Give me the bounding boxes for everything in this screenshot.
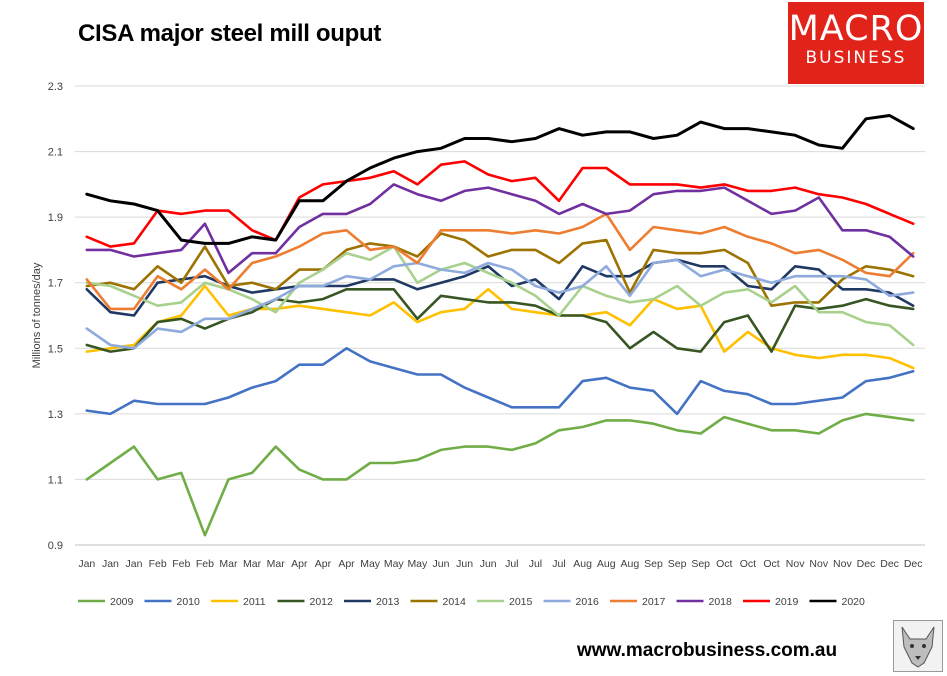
- series-line-2020: [85, 114, 915, 245]
- series-line-2011: [85, 284, 915, 370]
- series-line-2012: [85, 287, 915, 353]
- website-url[interactable]: www.macrobusiness.com.au: [577, 640, 838, 661]
- legend-label-2014: 2014: [443, 596, 467, 608]
- y-tick-label: 2.3: [48, 81, 63, 93]
- x-tick-label: Jul: [552, 558, 565, 570]
- x-tick-label: Sep: [691, 558, 710, 570]
- x-tick-label: May: [384, 558, 405, 570]
- x-tick-label: Jan: [126, 558, 143, 570]
- y-tick-label: 1.3: [48, 409, 63, 421]
- logo-line2: BUSINESS: [805, 48, 907, 68]
- wolf-icon: [893, 620, 943, 672]
- x-tick-label: Mar: [243, 558, 262, 570]
- x-tick-label: Sep: [668, 558, 687, 570]
- y-tick-label: 1.7: [48, 278, 63, 290]
- logo-line1: MACRO: [788, 9, 924, 49]
- x-tick-label: Nov: [786, 558, 805, 570]
- x-tick-label: Oct: [716, 558, 732, 570]
- x-tick-label: Mar: [267, 558, 286, 570]
- legend-label-2010: 2010: [177, 596, 201, 608]
- y-tick-label: 2.1: [48, 147, 63, 159]
- legend-label-2011: 2011: [243, 596, 266, 608]
- legend-label-2015: 2015: [509, 596, 533, 608]
- x-tick-label: Mar: [219, 558, 238, 570]
- x-tick-label: Dec: [857, 558, 876, 570]
- x-tick-label: Aug: [573, 558, 592, 570]
- chart-title: CISA major steel mill ouput: [78, 20, 382, 47]
- x-tick-label: Jan: [102, 558, 119, 570]
- x-tick-label: May: [407, 558, 428, 570]
- x-tick-label: Jan: [78, 558, 95, 570]
- legend-label-2009: 2009: [110, 596, 134, 608]
- x-tick-label: Apr: [338, 558, 355, 570]
- x-tick-label: Dec: [904, 558, 923, 570]
- series-line-2010: [85, 346, 915, 416]
- x-tick-label: Apr: [315, 558, 332, 570]
- series-line-2015: [85, 245, 915, 347]
- legend-label-2016: 2016: [576, 596, 600, 608]
- x-tick-label: Sep: [644, 558, 663, 570]
- x-tick-label: Aug: [597, 558, 616, 570]
- x-tick-label: Aug: [621, 558, 640, 570]
- x-tick-label: Nov: [833, 558, 852, 570]
- x-tick-label: Jun: [456, 558, 473, 570]
- y-tick-label: 0.9: [48, 540, 63, 552]
- legend-label-2013: 2013: [376, 596, 400, 608]
- x-tick-label: Oct: [763, 558, 779, 570]
- x-tick-label: Feb: [196, 558, 214, 570]
- series-line-2017: [85, 212, 915, 311]
- y-axis-label: Millions of tonnes/day: [31, 262, 43, 368]
- legend-label-2017: 2017: [642, 596, 666, 608]
- series-line-2013: [85, 258, 915, 317]
- legend-label-2020: 2020: [842, 596, 866, 608]
- y-tick-label: 1.1: [48, 474, 63, 486]
- x-tick-label: Jun: [480, 558, 497, 570]
- x-tick-label: Jul: [529, 558, 542, 570]
- x-tick-label: Oct: [740, 558, 756, 570]
- series-line-2009: [85, 412, 915, 537]
- series-line-2019: [85, 160, 915, 248]
- x-tick-label: Jul: [505, 558, 518, 570]
- series-line-2016: [85, 258, 915, 350]
- y-tick-label: 1.9: [48, 212, 63, 224]
- x-tick-label: May: [360, 558, 381, 570]
- macro-business-logo[interactable]: MACRO BUSINESS: [788, 2, 924, 84]
- x-tick-label: Nov: [809, 558, 828, 570]
- legend-label-2018: 2018: [709, 596, 733, 608]
- x-tick-label: Feb: [149, 558, 167, 570]
- x-tick-label: Jun: [433, 558, 450, 570]
- series-line-2018: [85, 183, 915, 275]
- y-tick-label: 1.5: [48, 343, 63, 355]
- legend-label-2012: 2012: [310, 596, 334, 608]
- x-tick-label: Apr: [291, 558, 308, 570]
- x-tick-label: Feb: [172, 558, 190, 570]
- legend-label-2019: 2019: [775, 596, 799, 608]
- series-line-2014: [85, 232, 915, 308]
- x-tick-label: Dec: [880, 558, 899, 570]
